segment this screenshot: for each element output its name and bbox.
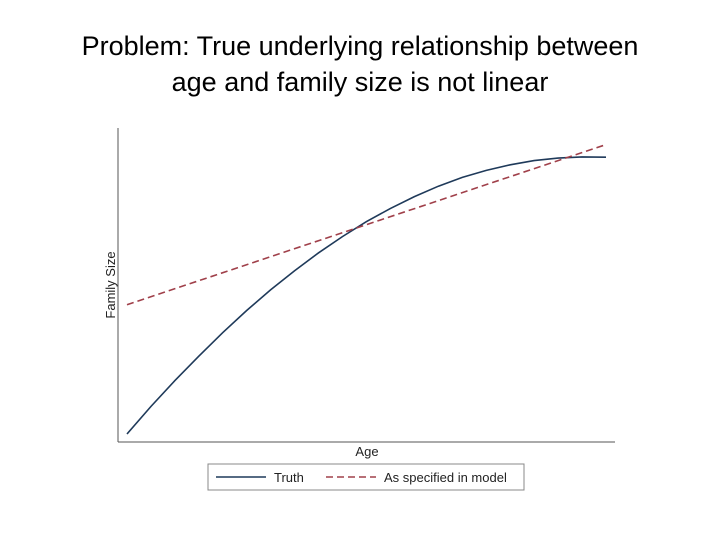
y-axis-label: Family Size xyxy=(103,251,118,318)
legend-label-model: As specified in model xyxy=(384,470,507,485)
series-layer xyxy=(126,143,607,435)
legend-label-truth: Truth xyxy=(274,470,304,485)
legend: Truth As specified in model xyxy=(207,463,525,491)
slide-title-line-2: age and family size is not linear xyxy=(171,67,549,97)
x-axis-label: Age xyxy=(355,444,378,459)
series-line-truth xyxy=(126,156,607,435)
series-line-model xyxy=(126,143,607,306)
slide-title-line-1: Problem: True underlying relationship be… xyxy=(81,31,639,61)
slide-title: Problem: True underlying relationship be… xyxy=(0,28,720,100)
